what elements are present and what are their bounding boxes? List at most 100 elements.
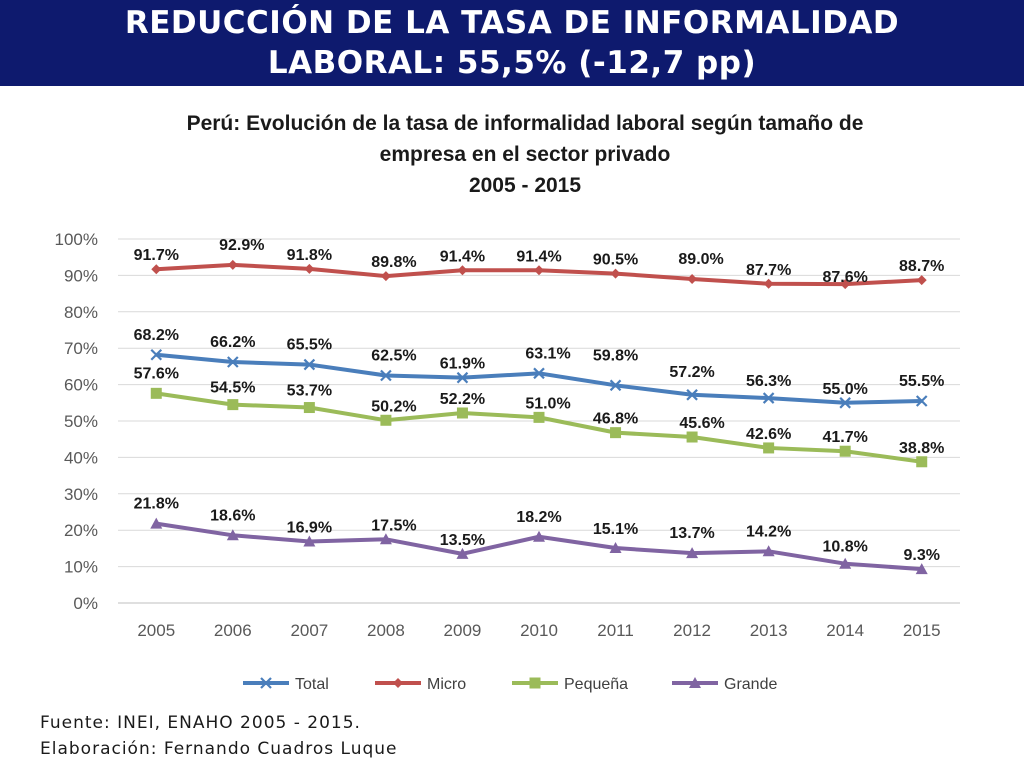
legend-label-grande: Grande xyxy=(724,676,777,693)
data-point-total-stroke xyxy=(227,356,239,368)
data-point-pequena xyxy=(303,402,315,414)
data-point-grande xyxy=(226,529,239,541)
data-label-pequena: 50.2% xyxy=(371,398,416,415)
data-point-total-stroke xyxy=(456,371,469,384)
data-point-micro xyxy=(457,265,468,276)
data-point-micro xyxy=(534,265,544,276)
data-point-total xyxy=(915,395,928,407)
data-point-total xyxy=(150,348,163,361)
data-point-total xyxy=(686,389,698,401)
data-label-micro: 87.6% xyxy=(822,269,867,286)
y-tick-label: 70% xyxy=(64,339,98,358)
data-label-total: 61.9% xyxy=(440,356,485,373)
data-point-total xyxy=(839,397,851,409)
data-point-total-stroke xyxy=(150,348,163,361)
data-point-total-stroke xyxy=(762,392,775,404)
y-tick-label: 60% xyxy=(64,376,98,395)
x-tick-label: 2005 xyxy=(137,621,175,640)
data-label-grande: 17.5% xyxy=(371,517,416,534)
data-point-total xyxy=(609,379,622,392)
data-point-pequena xyxy=(610,427,622,439)
data-point-pequena xyxy=(456,407,468,419)
legend-marker-micro xyxy=(393,678,403,688)
data-point-total xyxy=(227,356,239,368)
y-tick-label: 20% xyxy=(64,521,98,540)
x-tick-label: 2007 xyxy=(290,621,328,640)
legend-label-micro: Micro xyxy=(427,676,466,693)
data-label-grande: 16.9% xyxy=(287,519,332,536)
data-point-pequena xyxy=(686,431,698,443)
legend-marker-pequena xyxy=(529,677,541,689)
legend-label-total: Total xyxy=(295,676,329,693)
data-label-pequena: 57.6% xyxy=(134,365,179,382)
data-point-micro xyxy=(840,279,851,290)
data-label-micro: 91.7% xyxy=(134,247,179,264)
data-point-pequena xyxy=(380,414,392,426)
data-label-grande: 15.1% xyxy=(593,521,638,538)
y-tick-label: 100% xyxy=(55,230,98,249)
chart-title-line-3: 2005 - 2015 xyxy=(468,174,582,197)
data-label-pequena: 53.7% xyxy=(287,383,332,400)
data-label-total: 59.8% xyxy=(593,347,638,364)
x-tick-label: 2012 xyxy=(673,621,711,640)
banner-title-line-2: LABORAL: 55,5% (-12,7 pp) xyxy=(267,45,757,81)
data-label-grande: 13.5% xyxy=(440,532,485,549)
data-point-micro xyxy=(610,268,621,279)
data-point-grande xyxy=(915,563,928,575)
data-label-grande: 14.2% xyxy=(746,523,791,540)
data-label-total: 68.2% xyxy=(134,327,179,344)
data-point-micro xyxy=(151,264,162,275)
data-point-total-stroke xyxy=(303,358,316,371)
chart-title-line-1: Perú: Evolución de la tasa de informalid… xyxy=(186,112,864,135)
data-label-pequena: 42.6% xyxy=(746,426,791,443)
data-point-grande xyxy=(379,533,392,545)
data-point-total xyxy=(380,369,392,382)
data-label-total: 56.3% xyxy=(746,373,791,390)
data-point-grande xyxy=(303,535,316,547)
source-text: Fuente: INEI, ENAHO 2005 - 2015. xyxy=(40,713,361,733)
data-point-total-stroke xyxy=(609,379,622,392)
y-tick-label: 50% xyxy=(64,412,98,431)
data-label-micro: 92.9% xyxy=(219,237,264,254)
data-point-micro xyxy=(763,278,774,289)
chart-title-line-2: empresa en el sector privado xyxy=(379,143,671,166)
data-label-grande: 18.2% xyxy=(516,509,561,526)
data-point-total xyxy=(762,392,775,404)
x-tick-label: 2015 xyxy=(903,621,941,640)
data-point-grande xyxy=(150,517,163,529)
data-label-grande: 18.6% xyxy=(210,507,255,524)
x-tick-label: 2014 xyxy=(826,621,864,640)
data-label-pequena: 51.0% xyxy=(525,395,570,412)
y-tick-label: 90% xyxy=(64,266,98,285)
y-tick-label: 10% xyxy=(64,558,98,577)
legend-marker-total-stroke xyxy=(260,677,272,689)
legend-marker-total xyxy=(260,677,272,689)
banner-title-line-1: REDUCCIÓN DE LA TASA DE INFORMALIDAD xyxy=(124,5,900,41)
data-point-pequena xyxy=(533,411,545,423)
data-point-micro xyxy=(916,275,927,286)
data-label-total: 62.5% xyxy=(371,348,416,365)
x-tick-label: 2008 xyxy=(367,621,405,640)
data-point-grande xyxy=(839,557,852,569)
data-label-micro: 91.8% xyxy=(287,247,332,264)
data-label-total: 55.5% xyxy=(899,373,944,390)
data-point-total xyxy=(456,371,469,384)
data-label-micro: 87.7% xyxy=(746,262,791,279)
x-tick-label: 2009 xyxy=(444,621,482,640)
data-label-grande: 9.3% xyxy=(903,547,939,564)
title-banner: REDUCCIÓN DE LA TASA DE INFORMALIDAD LAB… xyxy=(0,0,1024,86)
data-point-total-stroke xyxy=(686,389,698,401)
data-label-grande: 13.7% xyxy=(669,525,714,542)
y-tick-label: 30% xyxy=(64,485,98,504)
y-tick-label: 40% xyxy=(64,448,98,467)
data-label-total: 66.2% xyxy=(210,334,255,351)
data-label-pequena: 52.2% xyxy=(440,391,485,408)
data-point-micro xyxy=(380,271,391,282)
data-point-pequena xyxy=(763,442,775,454)
data-point-micro xyxy=(227,259,238,270)
data-point-total xyxy=(533,367,545,380)
x-tick-label: 2010 xyxy=(520,621,558,640)
data-point-grande xyxy=(456,547,469,559)
data-point-micro xyxy=(687,274,698,285)
